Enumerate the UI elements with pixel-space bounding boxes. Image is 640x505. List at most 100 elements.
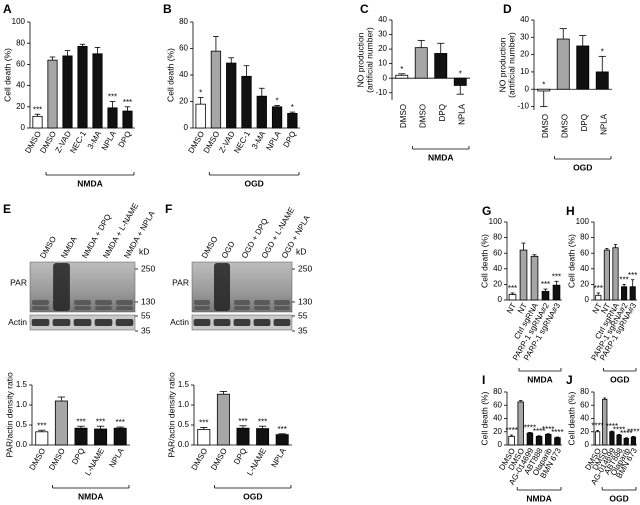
- x-tick-label: DMSO: [418, 104, 427, 128]
- y-tick-label: 60: [493, 248, 502, 257]
- lane-label: DMSO: [38, 235, 58, 260]
- bar: [594, 431, 601, 446]
- y-tick-label: 40: [580, 414, 589, 423]
- blot-band: [53, 306, 70, 310]
- blot-smear: [214, 263, 230, 311]
- bar: [453, 77, 467, 86]
- blot-band: [32, 306, 49, 310]
- y-tick-label: 30: [520, 32, 529, 41]
- bar: [612, 247, 619, 301]
- actin-band: [52, 319, 71, 326]
- x-tick-label: NPLA: [100, 129, 119, 152]
- panel-letter: B: [163, 2, 172, 16]
- bar: [74, 427, 88, 446]
- y-tick-label: 40: [580, 264, 589, 273]
- significance: ****: [551, 428, 563, 437]
- y-tick-label: 20: [580, 280, 589, 289]
- x-tick-label: L-NAME: [83, 447, 106, 478]
- y-tick-label: 80: [16, 38, 25, 47]
- significance: ***: [541, 280, 550, 289]
- actin-band: [115, 319, 134, 326]
- panel-letter: E: [3, 202, 11, 216]
- y-tick-label: 100: [489, 217, 503, 226]
- panel-letter: D: [503, 2, 512, 16]
- bar: [530, 255, 539, 301]
- significance: *: [199, 89, 202, 98]
- marker-label: 35: [141, 325, 151, 335]
- y-tick-label: 80: [580, 387, 589, 396]
- significance: *: [542, 80, 545, 89]
- bar: [47, 59, 58, 129]
- y-tick-label: 100: [12, 17, 26, 26]
- y-axis-label: PAR/actin density ratio: [166, 372, 176, 458]
- bar: [554, 437, 561, 446]
- y-axis-label: Cell death (%): [566, 391, 576, 445]
- x-tick-label: NEC-1: [68, 129, 88, 155]
- bar: [414, 47, 428, 79]
- y-tick-label: 40: [493, 414, 502, 423]
- group-label: NMDA: [428, 152, 454, 162]
- x-tick-label: L-NAME: [245, 447, 268, 478]
- panel-letter: F: [165, 202, 172, 216]
- x-tick-label: DMSO: [209, 447, 229, 472]
- significance: ****: [627, 427, 639, 436]
- actin-band: [193, 319, 211, 326]
- group-label: OGD: [609, 493, 628, 503]
- group-label: OGD: [610, 374, 629, 384]
- bar: [241, 75, 252, 129]
- marker-label: 55: [298, 310, 308, 320]
- y-tick-label: 0.5: [16, 420, 28, 429]
- blot-band: [95, 306, 112, 310]
- y-tick-label: 80: [493, 233, 502, 242]
- group-label: OGD: [244, 178, 263, 188]
- y-tick-label: 0.0: [16, 440, 28, 449]
- significance: *: [291, 103, 294, 112]
- y-tick-label: 1.5: [16, 380, 28, 389]
- actin-band: [253, 319, 271, 326]
- significance: ***: [594, 284, 603, 293]
- significance: ***: [628, 271, 637, 280]
- bar: [92, 53, 103, 129]
- panel-letter: G: [482, 204, 491, 218]
- y-tick-label: 20: [179, 97, 188, 106]
- y-tick-label: 20: [16, 102, 25, 111]
- bar: [35, 431, 49, 446]
- y-tick-label: 20: [493, 427, 502, 436]
- y-tick-label: 60: [179, 44, 188, 53]
- panel-letter: I: [482, 373, 485, 387]
- blot-band: [274, 306, 290, 310]
- y-tick-label: 0: [525, 84, 530, 93]
- blot-band: [74, 300, 91, 305]
- y-tick-label: 40: [520, 15, 529, 24]
- y-axis-label: Cell death (%): [479, 234, 489, 288]
- y-axis-label: Cell death (%): [165, 48, 175, 102]
- x-tick-label: NPLA: [264, 129, 283, 152]
- marker-label: 250: [141, 263, 155, 273]
- blot-band: [234, 306, 250, 310]
- x-tick-label: NPLA: [599, 113, 608, 135]
- y-tick-label: 0: [21, 123, 26, 132]
- bar: [556, 38, 570, 90]
- y-tick-label: 0: [585, 440, 590, 449]
- group-label: OGD: [573, 162, 592, 172]
- significance: ***: [508, 284, 517, 293]
- y-tick-label: 10: [378, 59, 387, 68]
- x-tick-label: DMSO: [560, 114, 569, 138]
- x-tick-label: DMSO: [47, 447, 67, 472]
- x-tick-label: DPQ: [70, 447, 86, 467]
- lane-label: NMDA: [59, 235, 79, 260]
- y-axis-label: (artificial number): [364, 27, 374, 93]
- bar: [395, 74, 409, 79]
- blot-band: [32, 300, 49, 305]
- bar: [576, 45, 590, 90]
- significance: ***: [76, 417, 85, 426]
- marker-label: 250: [298, 263, 312, 273]
- y-tick-label: 1.5: [178, 380, 190, 389]
- bar: [541, 291, 550, 301]
- group-label: NMDA: [78, 491, 104, 501]
- x-tick-label: DMSO: [190, 447, 210, 472]
- bar: [603, 249, 610, 301]
- y-tick-label: 0.5: [178, 420, 190, 429]
- y-tick-label: 0: [498, 440, 503, 449]
